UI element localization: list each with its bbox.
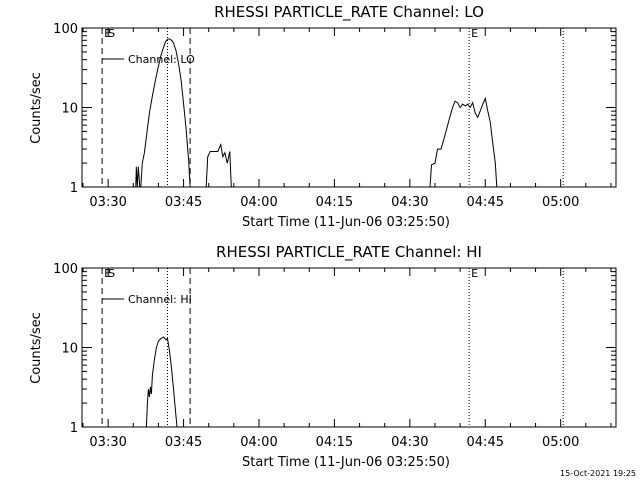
marker-layer-lo: ES E	[101, 27, 564, 187]
y-tick-label-lo: 1	[70, 181, 78, 196]
marker-label-hi: S	[108, 267, 115, 280]
legend-hi: Channel: HI	[102, 293, 192, 306]
y-axis-label-hi: Counts/sec	[29, 312, 44, 384]
chart-hi: RHESSI PARTICLE_RATE Channel: HI Start T…	[29, 243, 617, 470]
chart-lo: RHESSI PARTICLE_RATE Channel: LO Start T…	[29, 3, 617, 230]
x-tick-label-lo: 03:45	[165, 195, 202, 210]
x-tick-label-lo: 03:30	[89, 195, 126, 210]
x-tick-label-hi: 04:15	[316, 435, 353, 450]
x-tick-label-hi: 04:45	[467, 435, 504, 450]
x-tick-label-lo: 04:15	[316, 195, 353, 210]
x-tick-label-hi: 03:45	[165, 435, 202, 450]
marker-layer-hi: ES E	[101, 267, 564, 427]
series-line-lo	[205, 142, 232, 188]
y-tick-label-lo: 10	[61, 102, 78, 117]
chart-title-lo: RHESSI PARTICLE_RATE Channel: LO	[214, 3, 484, 22]
series-layer-hi	[145, 336, 178, 428]
y-tick-label-hi: 1	[70, 421, 78, 436]
x-tick-label-hi: 03:30	[89, 435, 126, 450]
y-tick-label-hi: 10	[61, 342, 78, 357]
series-line-lo	[429, 96, 498, 188]
series-line-hi	[145, 336, 178, 428]
x-tick-label-hi: 05:00	[542, 435, 579, 450]
marker-label-hi: E	[104, 267, 111, 280]
x-tick-label-lo: 05:00	[542, 195, 579, 210]
marker-label-hi: E	[471, 267, 478, 280]
x-tick-label-lo: 04:30	[391, 195, 428, 210]
marker-label-lo: E	[104, 27, 111, 40]
marker-label-lo: S	[108, 27, 115, 40]
x-axis-label-hi: Start Time (11-Jun-06 03:25:50)	[242, 455, 450, 470]
x-tick-label-lo: 04:00	[240, 195, 277, 210]
x-axis-label-lo: Start Time (11-Jun-06 03:25:50)	[242, 215, 450, 230]
x-tick-label-lo: 04:45	[467, 195, 504, 210]
series-line-lo	[135, 38, 191, 188]
y-tick-label-hi: 100	[53, 262, 78, 277]
y-axis-label-lo: Counts/sec	[29, 72, 44, 144]
tick-layer-lo: 03:30 03:45 04:00 04:15 04:30 04:45 05:00 1 10 10…	[53, 22, 616, 210]
footer-timestamp: 15-Oct-2021 19:25	[560, 469, 636, 478]
legend-label-lo: Channel: LO	[128, 53, 195, 66]
x-tick-label-hi: 04:30	[391, 435, 428, 450]
chart-title-hi: RHESSI PARTICLE_RATE Channel: HI	[216, 243, 482, 262]
tick-layer-hi: 03:30 03:45 04:00 04:15 04:30 04:45 05:00 1 10 10…	[53, 262, 616, 450]
marker-label-lo: E	[471, 27, 478, 40]
legend-lo: Channel: LO	[102, 53, 195, 66]
series-layer-lo	[135, 38, 498, 188]
y-tick-label-lo: 100	[53, 22, 78, 37]
legend-label-hi: Channel: HI	[128, 293, 192, 306]
x-tick-label-hi: 04:00	[240, 435, 277, 450]
plot-frame-hi	[81, 267, 617, 428]
